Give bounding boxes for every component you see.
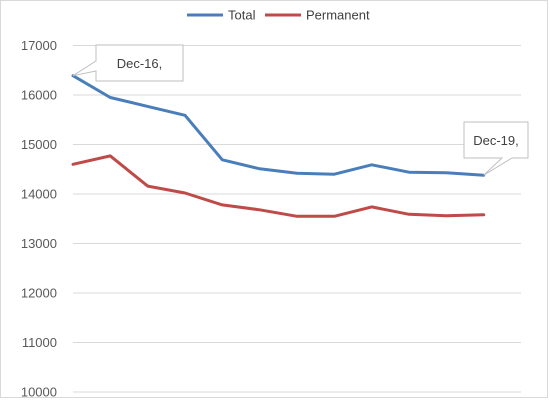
y-tick-label-14000: 14000 [21,187,57,202]
callout-box-0 [72,44,184,82]
callout-box-1 [463,121,529,176]
y-tick-label-16000: 16000 [21,88,57,103]
y-tick-label-15000: 15000 [21,137,57,152]
gridlines [73,45,521,393]
y-tick-label-12000: 12000 [21,286,57,301]
legend-label-total: Total [228,8,256,23]
y-tick-label-11000: 11000 [22,335,57,350]
legend-label-permanent: Permanent [306,8,370,23]
callout-label-0: Dec-16, [117,56,163,71]
callout-label-1: Dec-19, [473,133,519,148]
y-tick-label-13000: 13000 [21,236,57,251]
y-tick-label-10000: 10000 [21,385,57,400]
y-axis-ticks: 10000 11000 12000 13000 14000 15000 16000 17000 [21,38,57,399]
callouts: Dec-16, Dec-19, [72,44,529,176]
series-line-total [71,74,486,177]
legend: Total Permanent [187,8,370,23]
series-lines [71,74,486,218]
series-line-permanent [71,154,486,218]
y-tick-label-17000: 17000 [21,38,57,53]
